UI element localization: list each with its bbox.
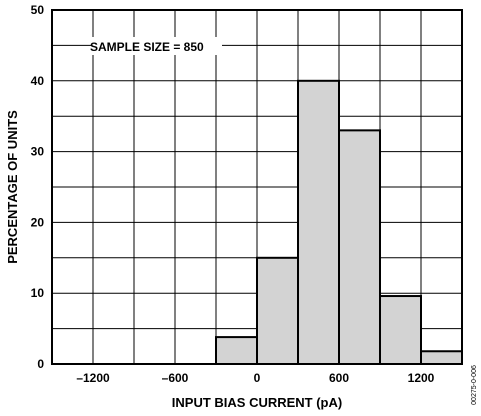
histogram-bar bbox=[338, 129, 381, 365]
x-axis-label: INPUT BIAS CURRENT (pA) bbox=[172, 395, 342, 410]
x-tick-label: 600 bbox=[329, 371, 349, 385]
histogram-bar bbox=[379, 295, 422, 366]
tick-labels: –1200 –600 0 600 1200 0 10 20 30 40 50 bbox=[31, 3, 435, 385]
plot-frame bbox=[51, 9, 463, 365]
y-tick-label: 0 bbox=[37, 357, 44, 371]
grid bbox=[52, 10, 462, 364]
x-tick-label: 1200 bbox=[408, 371, 435, 385]
y-tick-label: 40 bbox=[31, 74, 45, 88]
annotation-box: SAMPLE SIZE = 850 bbox=[90, 37, 222, 55]
y-tick-label: 30 bbox=[31, 145, 45, 159]
y-tick-label: 10 bbox=[31, 286, 45, 300]
bars bbox=[215, 79, 463, 366]
histogram-bar bbox=[297, 79, 340, 366]
y-axis-label: PERCENTAGE OF UNITS bbox=[5, 110, 20, 264]
y-tick-label: 20 bbox=[31, 215, 45, 229]
x-tick-label: 0 bbox=[254, 371, 261, 385]
histogram-bar bbox=[256, 256, 299, 365]
figure-code: 00275-0-006 bbox=[471, 365, 478, 405]
x-tick-label: –600 bbox=[162, 371, 189, 385]
x-tick-label: –1200 bbox=[76, 371, 110, 385]
sample-size-annotation: SAMPLE SIZE = 850 bbox=[90, 40, 204, 54]
histogram-bar bbox=[215, 336, 258, 366]
histogram-bar bbox=[420, 350, 463, 366]
y-tick-label: 50 bbox=[31, 3, 45, 17]
